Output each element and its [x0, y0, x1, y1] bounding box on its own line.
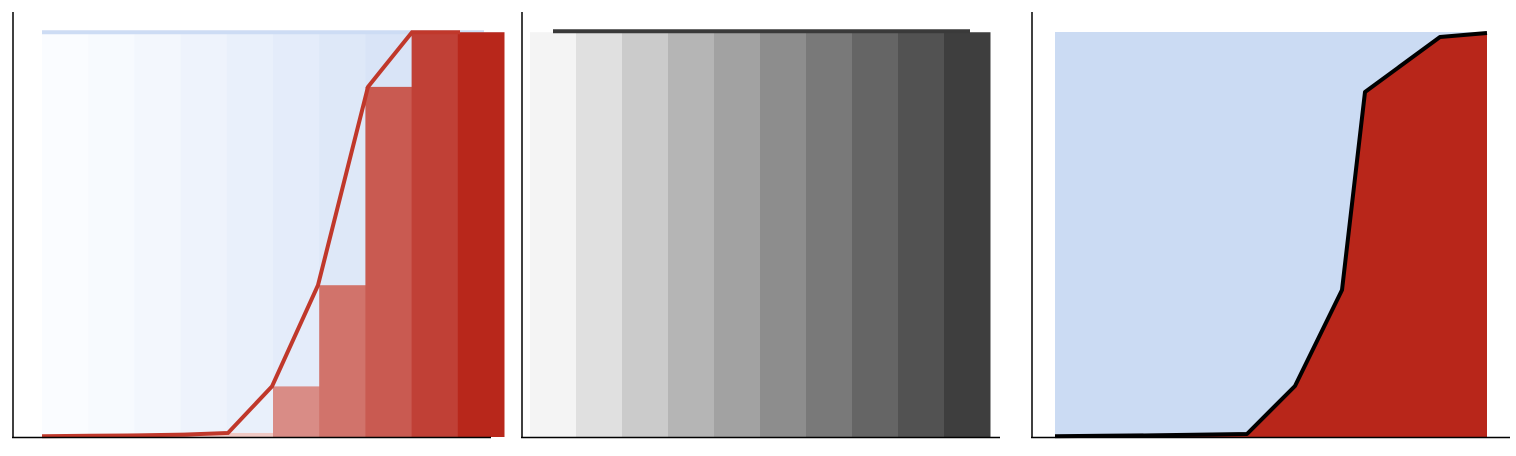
series-line	[41, 30, 460, 439]
data-bar	[622, 32, 669, 437]
data-bar	[668, 32, 715, 437]
panel-2	[521, 12, 1000, 439]
data-bar	[365, 86, 413, 437]
data-bar	[457, 32, 505, 437]
data-bar	[319, 285, 366, 437]
series-line	[1054, 31, 1488, 439]
background-bar	[134, 32, 182, 437]
background-bar	[226, 32, 274, 437]
data-bar	[530, 32, 577, 437]
panel-1	[12, 12, 505, 439]
data-bar	[226, 432, 274, 437]
background-bar	[42, 32, 89, 437]
data-bar	[576, 32, 623, 437]
data-bar	[714, 32, 761, 437]
background-bar	[273, 32, 320, 437]
data-bar	[411, 32, 459, 437]
data-bar	[898, 32, 945, 437]
area-fill	[1055, 33, 1487, 437]
data-bar	[760, 32, 807, 437]
data-bar	[852, 32, 899, 437]
data-bar	[273, 386, 320, 437]
data-bar	[806, 32, 853, 437]
background-bar	[88, 32, 135, 437]
data-bar	[944, 32, 991, 437]
panel-3	[1031, 12, 1510, 439]
background-bar	[180, 32, 228, 437]
